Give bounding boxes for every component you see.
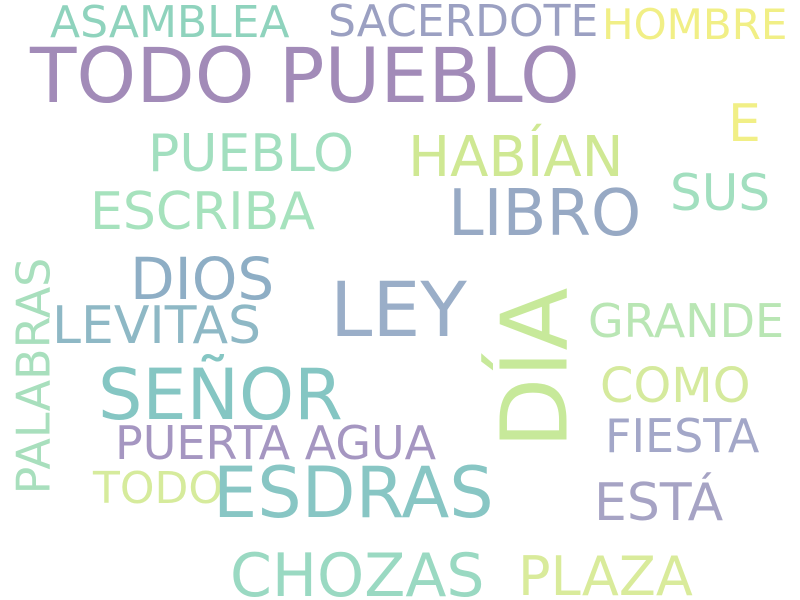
word-asamblea: ASAMBLEA bbox=[50, 0, 290, 48]
word-escriba: ESCRIBA bbox=[90, 182, 315, 242]
word-e: E bbox=[728, 94, 761, 154]
word-pueblo: PUEBLO bbox=[148, 124, 354, 184]
word-sacerdote: SACERDOTE bbox=[328, 0, 599, 47]
word-sus: SUS bbox=[670, 164, 771, 222]
word-habian: HABÍAN bbox=[408, 125, 624, 190]
word-dia: DÍA bbox=[481, 287, 589, 449]
word-como: COMO bbox=[600, 358, 751, 414]
word-dios: DIOS bbox=[130, 245, 275, 313]
word-ley: LEY bbox=[330, 265, 467, 354]
word-esta: ESTÁ bbox=[594, 473, 724, 533]
word-senor: SEÑOR bbox=[98, 354, 343, 436]
word-palabras: PALABRAS bbox=[6, 257, 61, 495]
word-levitas: LEVITAS bbox=[52, 296, 262, 356]
word-plaza: PLAZA bbox=[518, 545, 693, 600]
word-esdras: ESDRAS bbox=[213, 452, 494, 534]
word-grande: GRANDE bbox=[588, 294, 785, 348]
word-libro: LIBRO bbox=[448, 177, 642, 251]
word-puerta-agua: PUERTA AGUA bbox=[115, 416, 437, 470]
word-todo-pueblo: TODO PUEBLO bbox=[30, 31, 580, 120]
word-todo: TODO bbox=[93, 463, 224, 514]
word-hombre: HOMBRE bbox=[602, 0, 788, 49]
word-chozas: CHOZAS bbox=[230, 541, 485, 600]
word-fiesta: FIESTA bbox=[605, 409, 760, 463]
